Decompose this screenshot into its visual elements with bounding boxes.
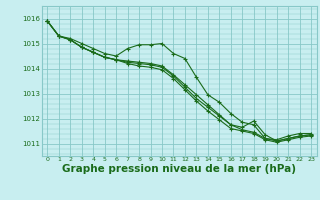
X-axis label: Graphe pression niveau de la mer (hPa): Graphe pression niveau de la mer (hPa) [62,164,296,174]
